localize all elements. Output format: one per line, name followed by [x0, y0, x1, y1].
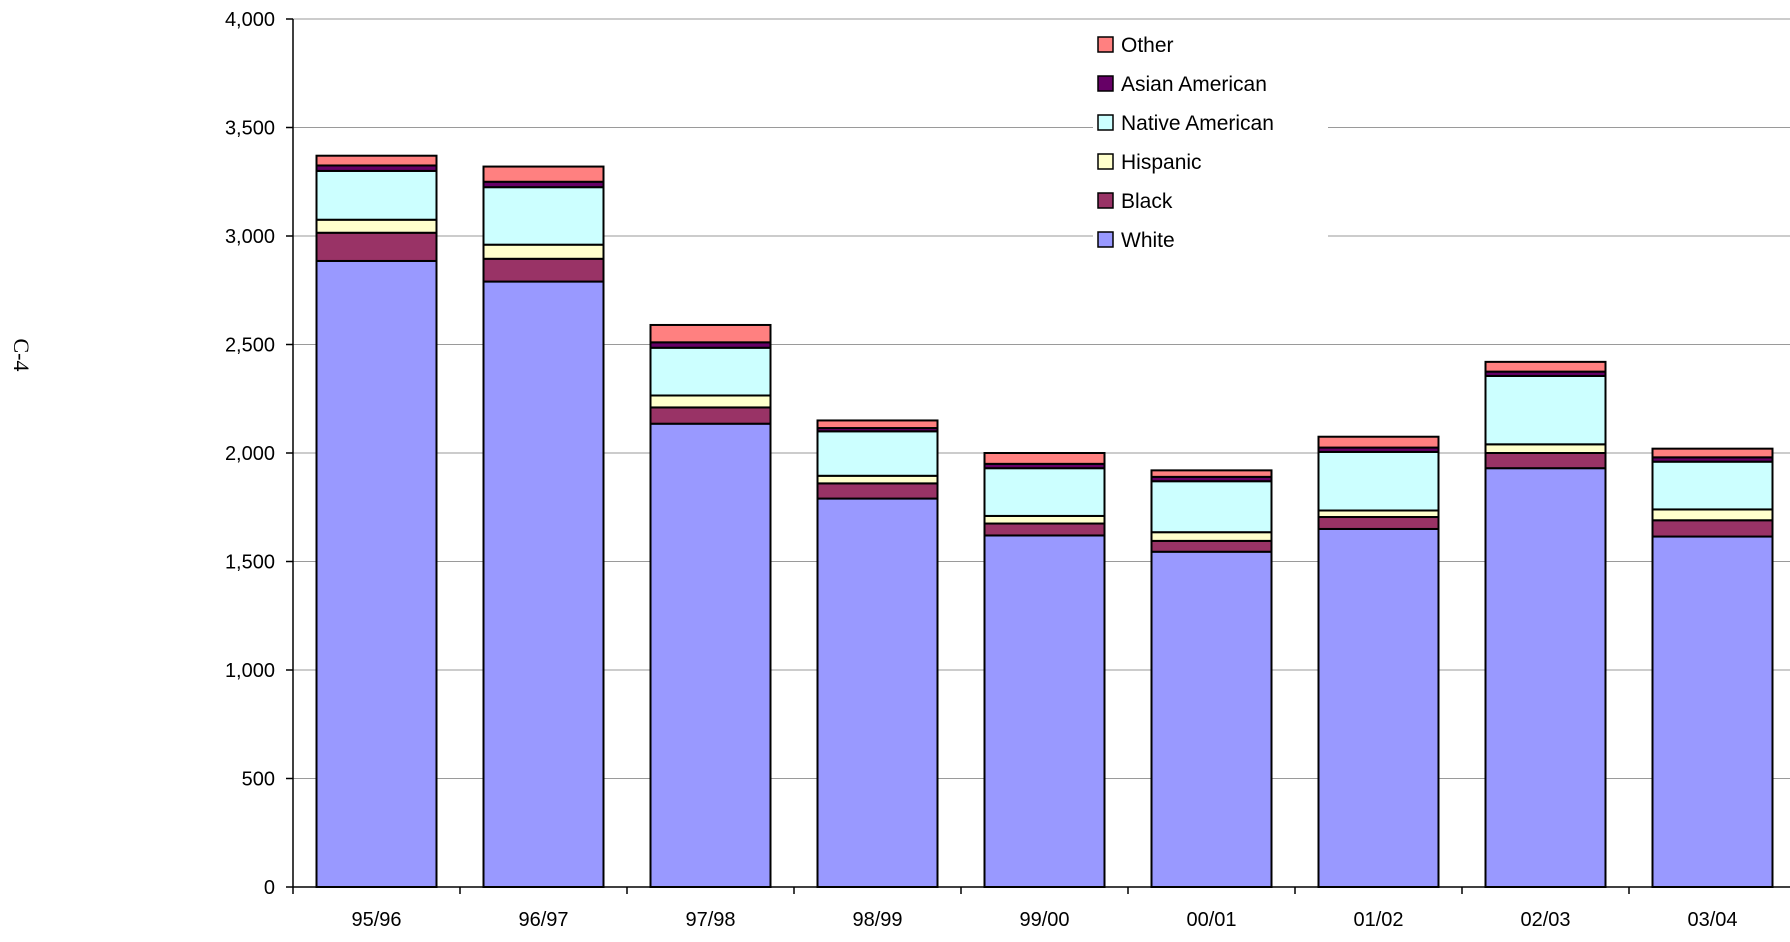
bar-native-american-3	[816, 430, 939, 477]
x-tick-label-6: 01/02	[1353, 909, 1403, 931]
legend-swatch-white	[1097, 231, 1114, 248]
bars	[315, 154, 1774, 889]
bar-native-american-5	[1150, 480, 1273, 534]
x-tick-label-0: 95/96	[351, 909, 401, 931]
bar-native-american-6	[1317, 450, 1440, 512]
y-tick-label-4: 2,000	[225, 443, 275, 465]
y-tick-label-5: 2,500	[225, 335, 275, 357]
page-label: C-4	[9, 339, 34, 372]
x-tick-label-1: 96/97	[518, 909, 568, 931]
bar-other-5	[1150, 469, 1273, 478]
x-tick-label-4: 99/00	[1019, 909, 1069, 931]
y-tick-label-8: 4,000	[225, 9, 275, 31]
bar-hispanic-5	[1150, 531, 1273, 542]
bar-other-4	[983, 452, 1106, 465]
bar-white-1	[482, 280, 605, 888]
legend-label-native-american: Native American	[1121, 112, 1274, 135]
bar-black-8	[1651, 519, 1774, 538]
bar-hispanic-8	[1651, 508, 1774, 522]
legend-label-white: White	[1121, 229, 1175, 252]
y-tick-label-0: 0	[264, 877, 275, 899]
bar-white-6	[1317, 527, 1440, 888]
y-tick-label-1: 500	[242, 769, 275, 791]
bar-white-2	[649, 422, 772, 888]
bar-black-6	[1317, 516, 1440, 530]
x-tick-label-7: 02/03	[1520, 909, 1570, 931]
bar-black-0	[315, 231, 438, 262]
bar-white-4	[983, 534, 1106, 889]
bar-hispanic-1	[482, 243, 605, 260]
bar-other-8	[1651, 447, 1774, 459]
bar-native-american-2	[649, 346, 772, 397]
legend-label-other: Other	[1121, 34, 1174, 57]
bar-hispanic-3	[816, 474, 939, 485]
bar-native-american-8	[1651, 460, 1774, 511]
bar-other-7	[1484, 360, 1607, 373]
bar-other-6	[1317, 435, 1440, 449]
legend: Other Asian American Native American Hispan…	[1093, 22, 1328, 252]
bar-black-4	[983, 522, 1106, 537]
bar-native-american-1	[482, 186, 605, 246]
bar-black-5	[1150, 539, 1273, 553]
y-tick-label-7: 3,500	[225, 118, 275, 140]
bar-hispanic-2	[649, 394, 772, 409]
bar-black-2	[649, 406, 772, 425]
bar-hispanic-0	[315, 218, 438, 234]
legend-swatch-native-american	[1097, 114, 1114, 131]
bar-native-american-7	[1484, 374, 1607, 446]
legend-label-asian-american: Asian American	[1121, 73, 1267, 96]
bar-other-3	[816, 419, 939, 430]
bar-hispanic-4	[983, 514, 1106, 525]
legend-label-black: Black	[1121, 190, 1173, 213]
x-tick-label-5: 00/01	[1186, 909, 1236, 931]
bar-white-7	[1484, 467, 1607, 888]
legend-swatch-hispanic	[1097, 153, 1114, 170]
bar-other-1	[482, 165, 605, 183]
bar-native-american-4	[983, 467, 1106, 517]
bar-white-0	[315, 259, 438, 888]
bar-white-8	[1651, 535, 1774, 888]
x-tick-label-2: 97/98	[685, 909, 735, 931]
axes: 0 500 1,000 1,500 2,000 2,500 3,000 3,500 4,000 9…	[225, 9, 1790, 931]
bar-other-0	[315, 154, 438, 167]
bar-white-3	[816, 497, 939, 888]
y-tick-label-6: 3,000	[225, 226, 275, 248]
bar-black-1	[482, 257, 605, 283]
x-tick-label-3: 98/99	[852, 909, 902, 931]
x-tick-label-8: 03/04	[1687, 909, 1737, 931]
bar-white-5	[1150, 550, 1273, 888]
y-tick-label-3: 1,500	[225, 552, 275, 574]
legend-swatch-black	[1097, 192, 1114, 209]
legend-swatch-other	[1097, 36, 1114, 53]
bar-black-3	[816, 482, 939, 500]
bar-native-american-0	[315, 169, 438, 221]
legend-swatch-asian-american	[1097, 75, 1114, 92]
bar-hispanic-7	[1484, 443, 1607, 455]
bar-other-2	[649, 323, 772, 344]
y-tick-label-2: 1,000	[225, 660, 275, 682]
legend-label-hispanic: Hispanic	[1121, 151, 1202, 174]
bar-black-7	[1484, 452, 1607, 470]
legend-box	[1093, 22, 1328, 247]
